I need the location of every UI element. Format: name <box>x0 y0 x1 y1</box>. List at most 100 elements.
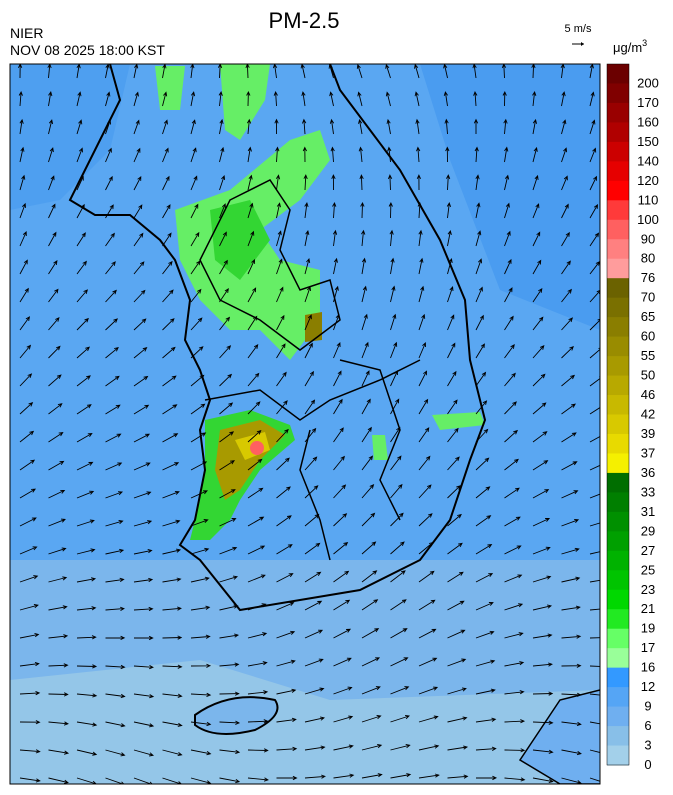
wind-scale-label: 5 m/s <box>565 23 592 35</box>
wind-arrow <box>301 118 307 135</box>
wind-arrow <box>246 90 251 107</box>
wind-arrow <box>447 658 467 667</box>
wind-arrow <box>219 749 241 755</box>
wind-arrow <box>219 546 238 555</box>
wind-arrow <box>561 374 576 387</box>
wind-arrow <box>474 146 479 163</box>
wind-arrow <box>219 431 235 443</box>
wind-arrow <box>475 258 483 275</box>
wind-arrow <box>589 493 600 499</box>
wind-arrow <box>504 401 517 415</box>
colorbar-label: 36 <box>641 465 655 480</box>
wind-arrow <box>219 231 227 247</box>
colorbar-label: 39 <box>641 426 655 441</box>
wind-arrow <box>418 342 426 359</box>
wind-arrow <box>247 287 257 303</box>
wind-arrow <box>19 690 41 696</box>
pm-area-inland <box>372 435 388 460</box>
wind-arrow <box>504 344 515 359</box>
wind-arrow <box>247 401 261 415</box>
wind-arrow <box>561 345 574 359</box>
wind-arrow <box>162 635 183 640</box>
wind-arrow <box>589 608 600 611</box>
wind-arrow <box>133 721 155 728</box>
wind-arrow <box>133 404 150 415</box>
wind-arrow <box>48 634 69 639</box>
wind-arrow <box>48 259 58 275</box>
colorbar-band <box>607 511 629 532</box>
wind-arrow <box>219 633 240 639</box>
wind-arrow <box>105 91 111 107</box>
wind-arrow <box>532 604 553 611</box>
wind-arrow <box>390 512 404 527</box>
wind-arrow <box>532 316 544 331</box>
colorbar-label: 9 <box>644 699 651 714</box>
wind-arrow <box>219 604 239 611</box>
wind-arrow <box>418 599 436 611</box>
wind-arrow <box>133 577 154 583</box>
pm-area-southwest-core <box>215 420 285 500</box>
colorbar-band <box>607 628 629 649</box>
wind-arrow <box>504 777 526 782</box>
wind-arrow <box>304 314 312 331</box>
colorbar-band <box>607 395 629 415</box>
wind-arrow <box>532 402 547 415</box>
wind-arrow <box>390 773 412 779</box>
colorbar-band <box>607 141 629 162</box>
wind-arrow <box>361 773 383 779</box>
wind-arrow <box>356 64 363 79</box>
colorbar-band <box>607 122 629 143</box>
wind-arrow <box>532 231 541 247</box>
wind-arrow <box>333 484 347 499</box>
wind-arrow <box>48 460 65 471</box>
wind-arrow <box>504 458 519 471</box>
wind-arrow <box>276 688 297 695</box>
wind-arrow <box>275 146 280 163</box>
wind-arrow <box>105 433 122 443</box>
wind-arrow <box>273 90 278 107</box>
wind-arrow <box>105 318 118 331</box>
wind-arrow <box>190 519 209 527</box>
wind-arrow <box>247 777 269 782</box>
wind-arrow <box>504 719 526 724</box>
colorbar-band <box>607 648 629 669</box>
colorbar-band <box>607 278 629 299</box>
wind-arrow <box>447 542 463 555</box>
colorbar-label: 33 <box>641 484 655 499</box>
wind-arrow <box>133 91 139 107</box>
wind-arrow <box>19 316 31 331</box>
colorbar-label: 29 <box>641 523 655 538</box>
wind-arrow <box>133 491 152 499</box>
wind-arrow <box>589 119 596 135</box>
wind-arrow <box>589 522 600 527</box>
colorbar-band <box>607 375 629 396</box>
wind-arrow <box>76 147 83 163</box>
colorbar-band <box>607 336 629 357</box>
wind-arrow <box>19 488 37 499</box>
wind-arrow <box>133 204 143 219</box>
wind-arrow <box>475 371 487 387</box>
wind-arrow <box>304 370 314 387</box>
wind-arrow <box>105 289 117 303</box>
wind-arrow <box>219 259 228 275</box>
colorbar-band <box>607 472 629 493</box>
wind-arrow <box>76 432 93 443</box>
wind-arrow <box>247 545 266 555</box>
wind-arrow <box>19 546 38 555</box>
wind-arrow <box>503 118 508 135</box>
colorbar-band <box>607 64 629 84</box>
wind-arrow <box>532 460 549 471</box>
wind-arrow <box>105 375 120 387</box>
wind-arrow <box>532 288 543 303</box>
wind-arrow <box>361 285 367 303</box>
colorbar-band <box>607 239 629 260</box>
wind-arrow <box>19 661 40 667</box>
wind-arrow <box>304 774 326 779</box>
wind-arrow <box>390 657 409 667</box>
wind-arrow <box>532 575 552 583</box>
wind-arrow <box>385 91 391 107</box>
wind-arrow <box>532 633 553 639</box>
wind-arrow <box>76 346 90 359</box>
wind-arrow <box>418 513 433 527</box>
wind-arrow <box>76 461 94 471</box>
